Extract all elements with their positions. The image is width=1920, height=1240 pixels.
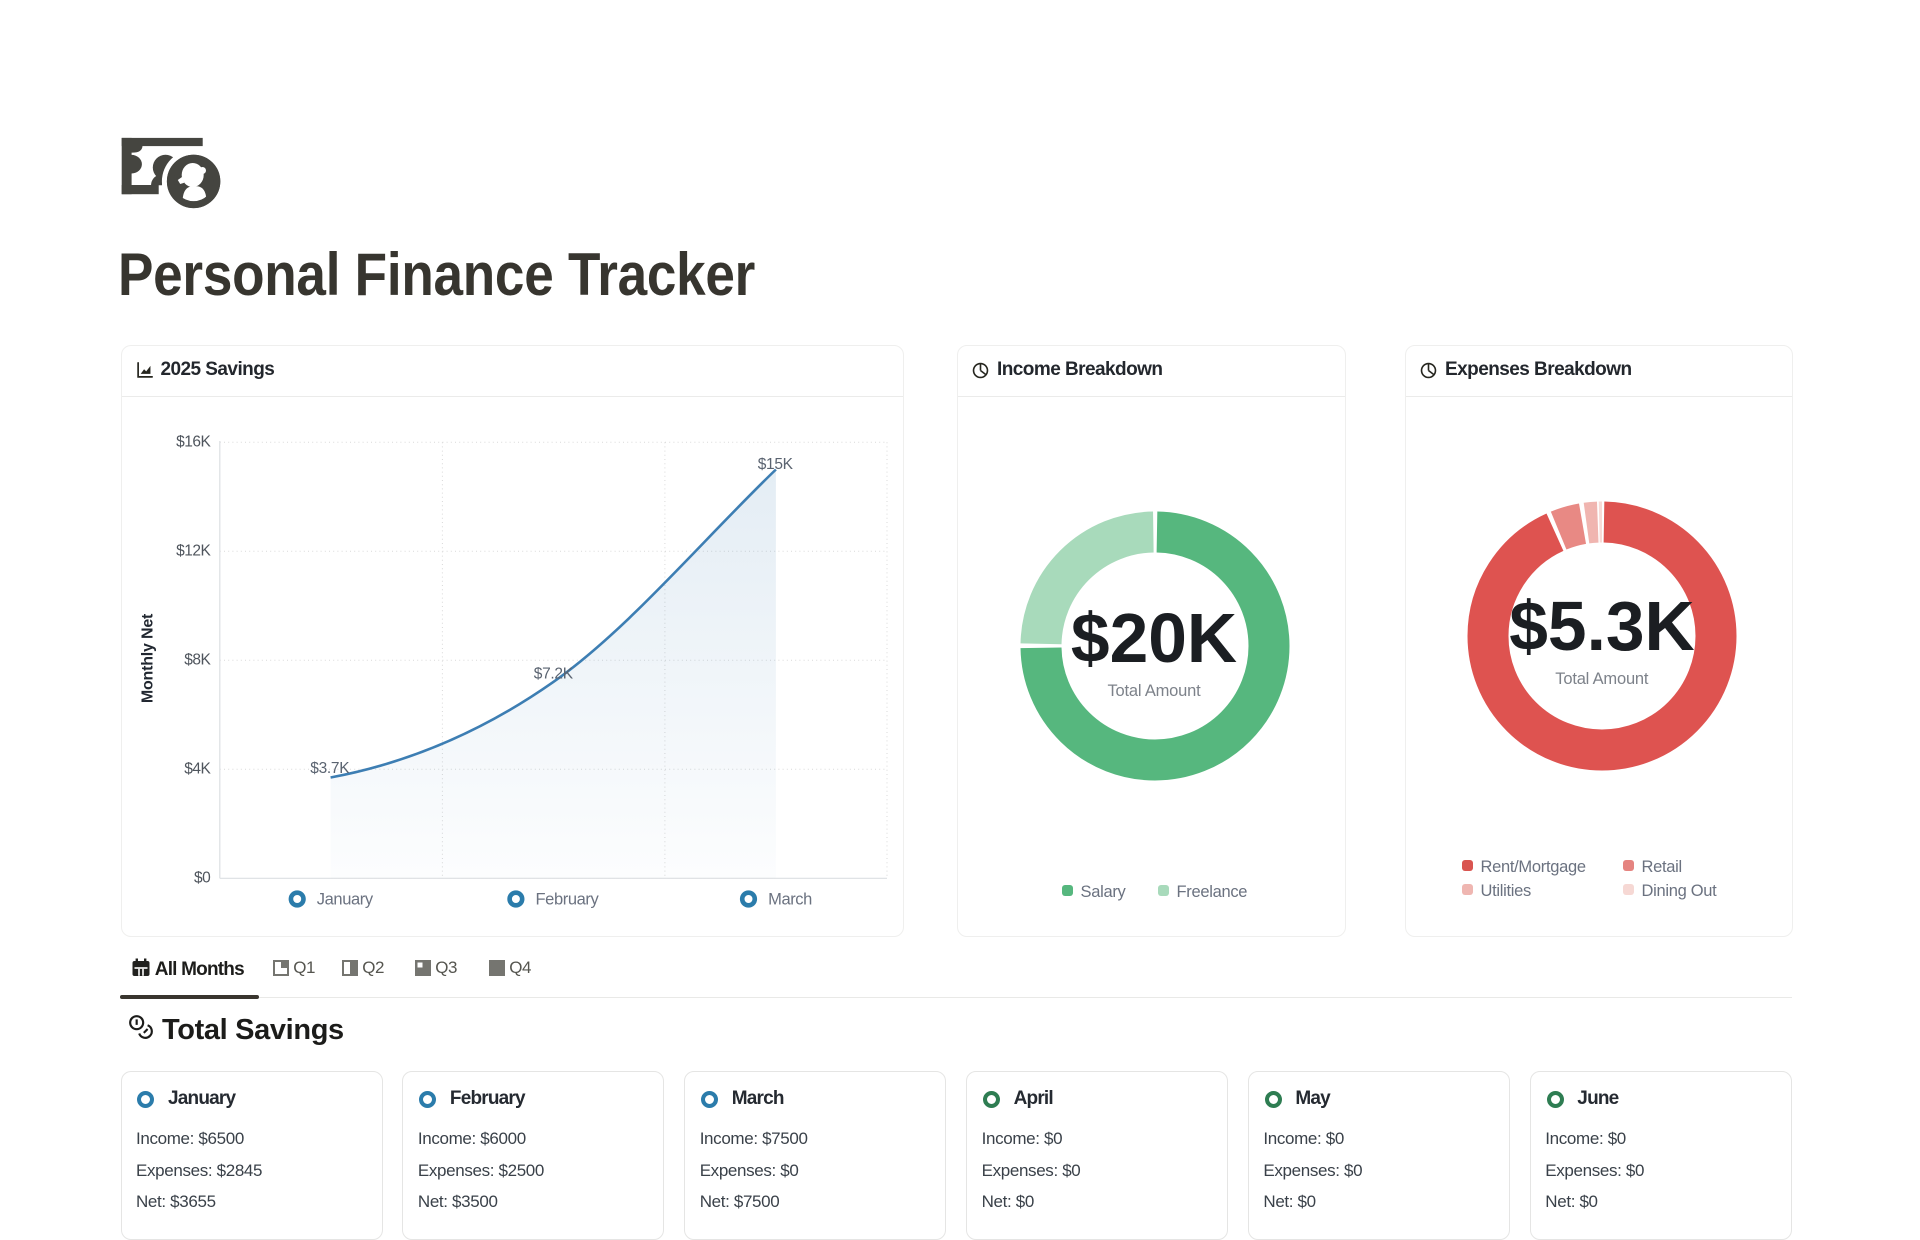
svg-text:$0: $0 — [194, 869, 211, 886]
svg-text:January: January — [316, 890, 373, 908]
svg-text:$8K: $8K — [184, 651, 211, 668]
svg-text:$3.7K: $3.7K — [310, 760, 350, 777]
svg-text:$15K: $15K — [757, 455, 793, 472]
svg-text:Monthly Net: Monthly Net — [139, 612, 156, 702]
svg-text:$7.2K: $7.2K — [533, 665, 573, 682]
svg-text:March: March — [768, 890, 812, 908]
svg-text:February: February — [535, 890, 599, 908]
svg-text:$4K: $4K — [184, 760, 211, 777]
svg-text:$12K: $12K — [176, 542, 211, 559]
svg-text:$16K: $16K — [176, 433, 211, 450]
